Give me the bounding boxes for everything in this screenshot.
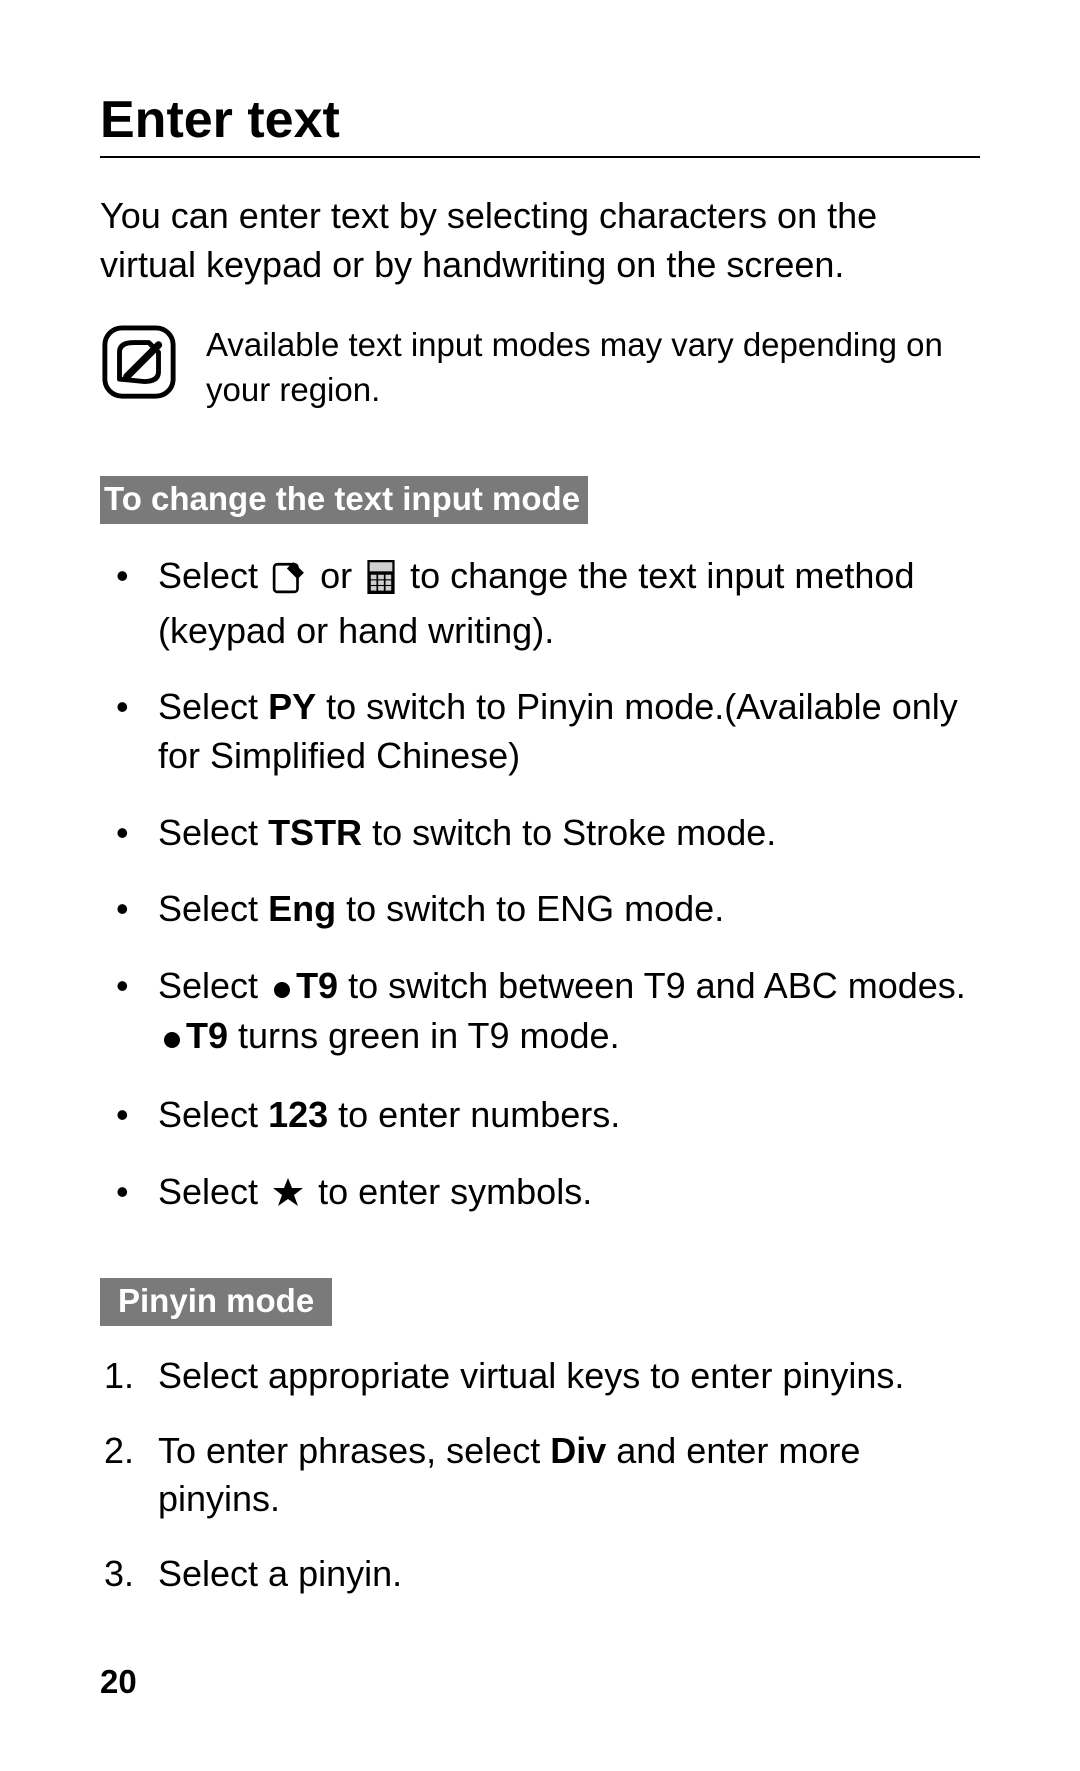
list-item: Select 123 to enter numbers. (100, 1091, 980, 1140)
page-title: Enter text (100, 90, 980, 158)
list-item: Select T9 to switch between T9 and ABC m… (100, 962, 980, 1063)
text-fragment: to switch between T9 and ABC modes. (348, 965, 966, 1006)
note-text: Available text input modes may vary depe… (206, 323, 980, 412)
text-fragment: to switch to Stroke mode. (362, 812, 776, 853)
page-number: 20 (100, 1663, 137, 1701)
handwriting-icon (272, 558, 306, 607)
note-icon (100, 323, 178, 401)
t9-label: T9 (296, 965, 338, 1006)
list-item: Select or to change the text input metho… (100, 552, 980, 655)
bold-label: Div (550, 1430, 606, 1471)
step-item: Select a pinyin. (100, 1550, 980, 1599)
text-fragment: to enter numbers. (328, 1094, 620, 1135)
list-item: Select PY to switch to Pinyin mode.(Avai… (100, 683, 980, 780)
text-fragment: or (320, 555, 362, 596)
list-item: Select Eng to switch to ENG mode. (100, 885, 980, 934)
text-fragment: turns green in T9 mode. (238, 1015, 620, 1056)
bold-label: TSTR (268, 812, 362, 853)
section-heading-input-mode: To change the text input mode (100, 476, 588, 524)
bold-label: 123 (268, 1094, 328, 1135)
manual-page: Enter text You can enter text by selecti… (0, 0, 1080, 1771)
text-fragment: Select (158, 555, 268, 596)
keypad-icon (366, 558, 396, 607)
t9-indicator-icon (272, 964, 292, 1013)
section-heading-pinyin: Pinyin mode (100, 1278, 332, 1326)
text-fragment: to enter symbols. (318, 1171, 592, 1212)
step-item: To enter phrases, select Div and enter m… (100, 1427, 980, 1524)
t9-indicator-icon (162, 1014, 182, 1063)
star-icon (272, 1172, 304, 1221)
text-fragment: Select (158, 888, 268, 929)
input-mode-list: Select or to change the text input metho… (100, 552, 980, 1220)
text-fragment: Select (158, 1171, 268, 1212)
text-fragment: Select (158, 812, 268, 853)
text-fragment: to switch to ENG mode. (336, 888, 724, 929)
text-fragment: Select (158, 686, 268, 727)
intro-text: You can enter text by selecting characte… (100, 192, 980, 289)
text-fragment: To enter phrases, select (158, 1430, 550, 1471)
step-item: Select appropriate virtual keys to enter… (100, 1352, 980, 1401)
list-item: Select TSTR to switch to Stroke mode. (100, 809, 980, 858)
bold-label: PY (268, 686, 316, 727)
text-fragment: Select (158, 965, 268, 1006)
text-fragment: Select (158, 1094, 268, 1135)
pinyin-steps: Select appropriate virtual keys to enter… (100, 1352, 980, 1598)
list-item: Select to enter symbols. (100, 1168, 980, 1221)
bold-label: Eng (268, 888, 336, 929)
note-row: Available text input modes may vary depe… (100, 323, 980, 412)
t9-label: T9 (186, 1015, 228, 1056)
